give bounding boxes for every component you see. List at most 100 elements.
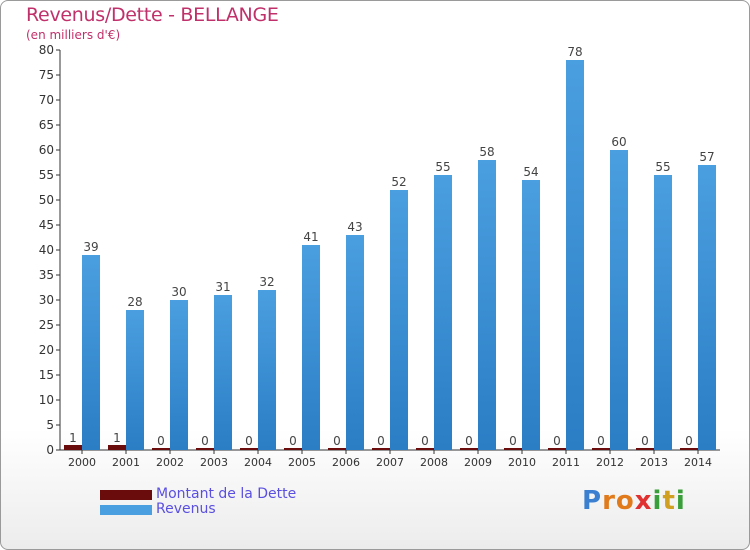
- y-tick-label: 35: [39, 268, 54, 282]
- logo-letter: x: [634, 486, 653, 516]
- debt-data-label: 0: [509, 434, 517, 448]
- revenus-bar: [170, 300, 188, 450]
- debt-bar: [64, 445, 82, 450]
- y-tick-label: 80: [39, 43, 54, 57]
- revenus-data-label: 31: [215, 280, 230, 294]
- debt-data-label: 1: [69, 431, 77, 445]
- revenus-data-label: 54: [523, 165, 538, 179]
- logo-letter: r: [602, 486, 616, 516]
- revenus-bar: [654, 175, 672, 450]
- x-tick-label: 2001: [112, 456, 140, 469]
- revenus-data-label: 55: [435, 160, 450, 174]
- chart-title: Revenus/Dette - BELLANGE: [26, 4, 279, 26]
- debt-data-label: 0: [245, 434, 253, 448]
- x-tick-label: 2012: [596, 456, 624, 469]
- revenus-bar: [302, 245, 320, 450]
- logo-letter: o: [615, 486, 635, 516]
- revenus-bar: [390, 190, 408, 450]
- revenus-data-label: 41: [303, 230, 318, 244]
- x-tick-label: 2013: [640, 456, 668, 469]
- logo-letter: i: [652, 486, 663, 516]
- x-tick-label: 2010: [508, 456, 536, 469]
- debt-data-label: 0: [685, 434, 693, 448]
- y-tick-label: 30: [39, 293, 54, 307]
- x-tick-label: 2009: [464, 456, 492, 469]
- revenus-data-label: 58: [479, 145, 494, 159]
- revenus-bar: [214, 295, 232, 450]
- revenus-data-label: 78: [567, 45, 582, 59]
- y-tick-label: 75: [39, 68, 54, 82]
- revenus-data-label: 57: [699, 150, 714, 164]
- debt-bar: [240, 448, 258, 450]
- revenus-data-label: 60: [611, 135, 626, 149]
- debt-bar: [196, 448, 214, 450]
- debt-bar: [636, 448, 654, 450]
- revenus-bar: [478, 160, 496, 450]
- y-tick-label: 60: [39, 143, 54, 157]
- debt-bar: [284, 448, 302, 450]
- revenus-bar: [698, 165, 716, 450]
- debt-data-label: 0: [641, 434, 649, 448]
- y-tick-label: 5: [46, 418, 54, 432]
- revenus-bar: [566, 60, 584, 450]
- debt-bar: [680, 448, 698, 450]
- debt-bar: [108, 445, 126, 450]
- debt-data-label: 0: [201, 434, 209, 448]
- x-tick-label: 2005: [288, 456, 316, 469]
- y-tick-label: 40: [39, 243, 54, 257]
- revenus-data-label: 32: [259, 275, 274, 289]
- debt-data-label: 0: [289, 434, 297, 448]
- revenus-bar: [610, 150, 628, 450]
- revenus-data-label: 28: [127, 295, 142, 309]
- logo-letter: t: [662, 486, 676, 516]
- debt-bar: [152, 448, 170, 450]
- x-tick-label: 2008: [420, 456, 448, 469]
- debt-data-label: 0: [377, 434, 385, 448]
- revenus-data-label: 39: [83, 240, 98, 254]
- x-tick-label: 2007: [376, 456, 404, 469]
- revenus-bar: [82, 255, 100, 450]
- revenus-bar: [434, 175, 452, 450]
- y-tick-label: 50: [39, 193, 54, 207]
- y-tick-label: 0: [46, 443, 54, 457]
- y-tick-label: 70: [39, 93, 54, 107]
- chart-subtitle: (en milliers d'€): [26, 28, 121, 42]
- debt-data-label: 0: [421, 434, 429, 448]
- debt-bar: [372, 448, 390, 450]
- debt-bar: [592, 448, 610, 450]
- legend-label-dette: Montant de la Dette: [156, 486, 297, 502]
- debt-bar: [460, 448, 478, 450]
- y-tick-label: 25: [39, 318, 54, 332]
- revenus-data-label: 43: [347, 220, 362, 234]
- revenus-data-label: 30: [171, 285, 186, 299]
- y-tick-label: 65: [39, 118, 54, 132]
- proxiti-logo: Proxiti: [582, 486, 686, 516]
- x-tick-label: 2004: [244, 456, 272, 469]
- debt-bar: [328, 448, 346, 450]
- debt-data-label: 0: [597, 434, 605, 448]
- revenus-bar: [346, 235, 364, 450]
- legend-swatch-dette: [100, 490, 152, 500]
- revenus-data-label: 52: [391, 175, 406, 189]
- debt-data-label: 0: [553, 434, 561, 448]
- revenus-data-label: 55: [655, 160, 670, 174]
- debt-data-label: 0: [333, 434, 341, 448]
- y-tick-label: 15: [39, 368, 54, 382]
- x-tick-label: 2006: [332, 456, 360, 469]
- legend-swatch-revenus: [100, 505, 152, 515]
- debt-data-label: 0: [465, 434, 473, 448]
- logo-letter: i: [675, 486, 686, 516]
- revenus-bar: [126, 310, 144, 450]
- debt-bar: [504, 448, 522, 450]
- revenus-bar: [258, 290, 276, 450]
- x-tick-label: 2003: [200, 456, 228, 469]
- debt-bar: [548, 448, 566, 450]
- x-tick-label: 2000: [68, 456, 96, 469]
- y-tick-label: 20: [39, 343, 54, 357]
- y-tick-label: 10: [39, 393, 54, 407]
- y-tick-label: 55: [39, 168, 54, 182]
- debt-data-label: 0: [157, 434, 165, 448]
- logo-letter: P: [582, 486, 603, 516]
- legend-label-revenus: Revenus: [156, 501, 216, 517]
